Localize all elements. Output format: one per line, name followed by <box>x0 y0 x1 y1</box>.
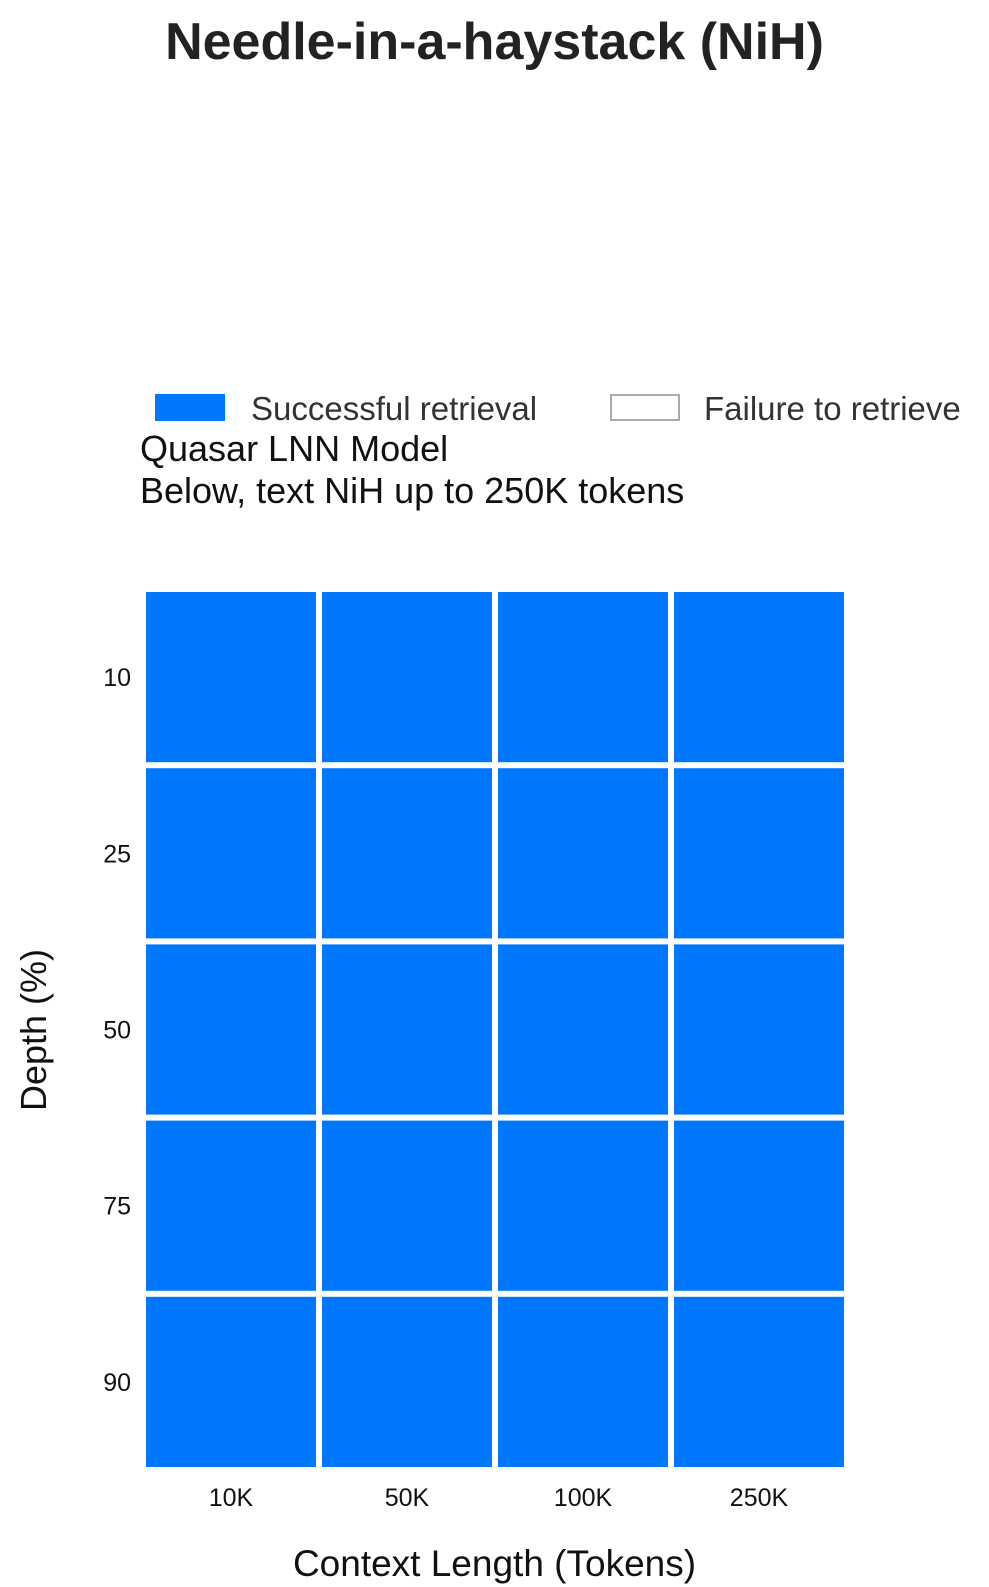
y-tick-label: 25 <box>103 840 131 868</box>
x-tick-label: 10K <box>209 1484 254 1512</box>
heatmap-cell-75-10K <box>146 1120 316 1291</box>
y-tick-label: 90 <box>103 1369 131 1397</box>
heatmap-cell-10-250K <box>674 592 844 763</box>
heatmap-cell-50-50K <box>322 944 492 1115</box>
heatmap-cell-90-50K <box>322 1296 492 1467</box>
subtitle-model: Quasar LNN Model <box>140 428 449 469</box>
heatmap-cell-75-250K <box>674 1120 844 1291</box>
heatmap-cell-10-10K <box>146 592 316 763</box>
legend-swatch-success <box>155 394 225 421</box>
x-tick-label: 100K <box>554 1484 613 1512</box>
legend-label-failure: Failure to retrieve <box>704 390 961 427</box>
heatmap-cell-10-100K <box>498 592 668 763</box>
heatmap-cell-25-50K <box>322 768 492 939</box>
heatmap-cell-50-100K <box>498 944 668 1115</box>
heatmap-cell-90-100K <box>498 1296 668 1467</box>
subtitle-description: Below, text NiH up to 250K tokens <box>140 470 685 511</box>
heatmap-cell-50-250K <box>674 944 844 1115</box>
heatmap-cell-90-10K <box>146 1296 316 1467</box>
x-tick-label: 50K <box>385 1484 430 1512</box>
heatmap-cell-75-50K <box>322 1120 492 1291</box>
y-tick-label: 10 <box>103 664 131 692</box>
heatmap-cell-75-100K <box>498 1120 668 1291</box>
x-tick-label: 250K <box>730 1484 789 1512</box>
heatmap-cell-25-100K <box>498 768 668 939</box>
legend-swatch-failure <box>610 394 680 421</box>
y-tick-label: 75 <box>103 1193 131 1221</box>
y-tick-label: 50 <box>103 1017 131 1045</box>
y-axis-label: Depth (%) <box>13 948 54 1112</box>
heatmap-cell-90-250K <box>674 1296 844 1467</box>
x-axis-label: Context Length (Tokens) <box>292 1543 697 1584</box>
heatmap-cell-10-50K <box>322 592 492 763</box>
legend-label-success: Successful retrieval <box>251 390 538 427</box>
heatmap-cell-50-10K <box>146 944 316 1115</box>
heatmap-cell-25-10K <box>146 768 316 939</box>
heatmap-cell-25-250K <box>674 768 844 939</box>
chart-title: Needle-in-a-haystack (NiH) <box>165 13 824 71</box>
